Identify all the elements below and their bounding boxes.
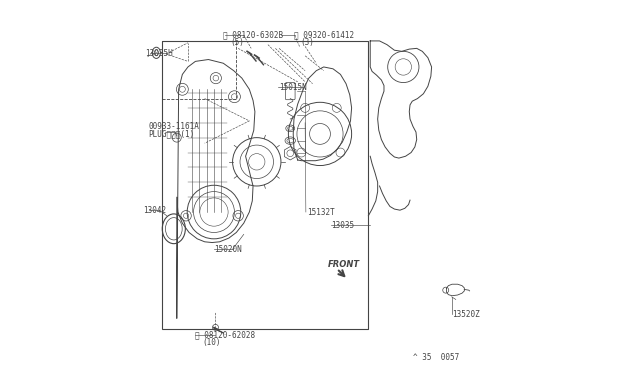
Text: (3): (3)	[300, 38, 314, 47]
Text: (10): (10)	[202, 338, 221, 347]
Text: 15132T: 15132T	[307, 208, 335, 217]
Text: 13520Z: 13520Z	[452, 310, 480, 319]
Text: 00933-1161A: 00933-1161A	[148, 122, 199, 131]
Text: 13035H: 13035H	[145, 49, 173, 58]
Text: 13042: 13042	[143, 206, 166, 215]
Bar	[162, 41, 236, 99]
Text: 13035: 13035	[331, 221, 355, 230]
Text: 15020N: 15020N	[214, 245, 242, 254]
Bar	[162, 41, 369, 329]
Text: 15015N: 15015N	[279, 83, 307, 92]
Text: ^ 35  0057: ^ 35 0057	[413, 353, 460, 362]
Text: FRONT: FRONT	[328, 260, 360, 269]
Text: (5): (5)	[230, 38, 244, 47]
Text: Ⓑ 08120-6302B: Ⓑ 08120-6302B	[223, 31, 284, 40]
Text: PLUGプラグ(1): PLUGプラグ(1)	[148, 129, 195, 138]
Text: Ⓑ 08120-62028: Ⓑ 08120-62028	[195, 330, 255, 339]
Text: Ⓢ 09320-61412: Ⓢ 09320-61412	[294, 31, 354, 40]
